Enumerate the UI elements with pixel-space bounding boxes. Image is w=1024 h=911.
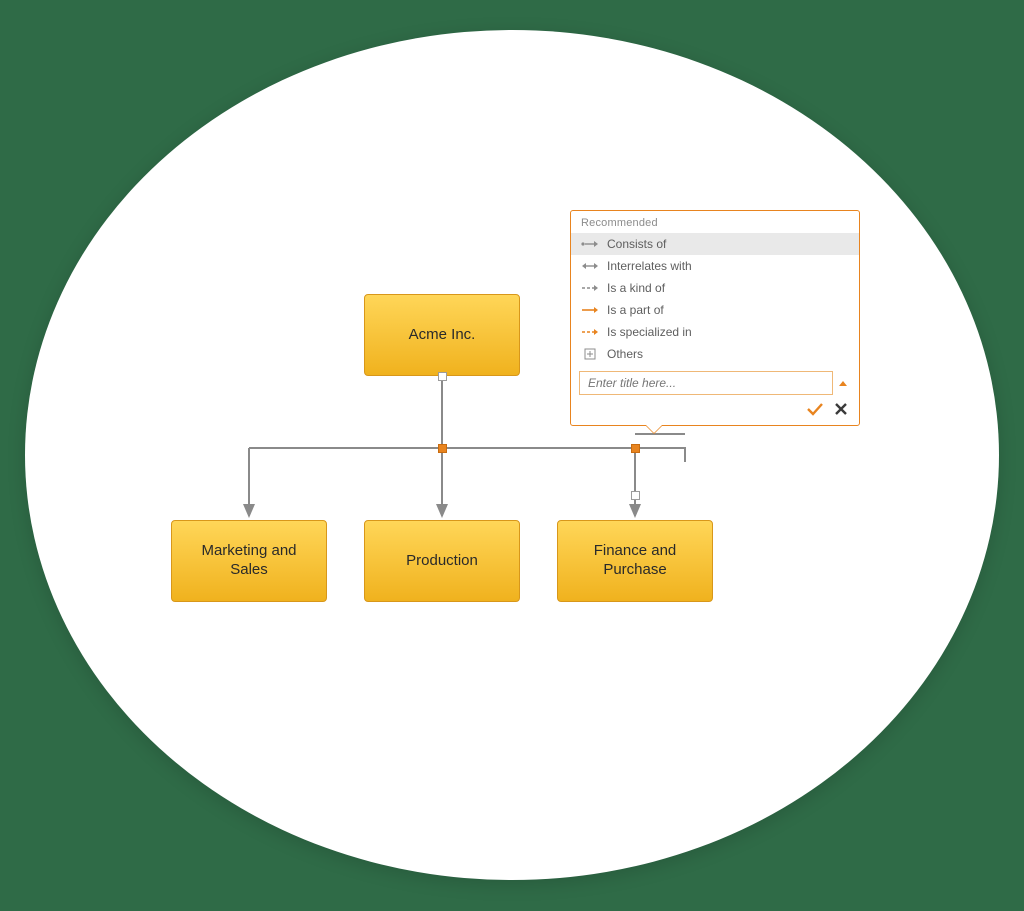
relationship-option[interactable]: Interrelates with [571,255,859,277]
relationship-title-input[interactable] [579,371,833,395]
arrow-dot-right-icon [581,238,599,250]
relationship-option[interactable]: Others [571,343,859,365]
popup-list: Consists of Interrelates with Is a kind of… [571,233,859,365]
edge-joint[interactable] [631,444,640,453]
stage: Acme Inc. Marketing and Sales Production… [25,30,999,880]
relationship-option-label: Is a part of [607,303,849,317]
popup-input-row [571,365,859,399]
confirm-button[interactable] [807,401,823,417]
edge-joint[interactable] [438,444,447,453]
plus-box-icon [581,348,599,360]
node-root[interactable]: Acme Inc. [364,294,520,376]
relationship-option-label: Consists of [607,237,849,251]
relationship-picker-popup: Recommended Consists of Interrelates with… [570,210,860,426]
diagram-canvas[interactable]: Acme Inc. Marketing and Sales Production… [25,30,999,880]
node-label: Acme Inc. [409,326,476,345]
arrow-dashed-right-icon [581,282,599,294]
relationship-option[interactable]: Is specialized in [571,321,859,343]
node-label: Finance and Purchase [568,542,702,580]
check-icon [807,402,823,416]
relationship-option-label: Interrelates with [607,259,849,273]
node-marketing-sales[interactable]: Marketing and Sales [171,520,327,602]
popup-tail [645,425,663,434]
close-icon [835,403,847,415]
popup-section-header: Recommended [571,211,859,233]
relationship-option-label: Is specialized in [607,325,849,339]
edges-layer [25,30,999,880]
relationship-option[interactable]: Is a kind of [571,277,859,299]
arrow-dashed-accent-icon [581,326,599,338]
arrow-solid-right-icon [581,304,599,316]
connection-handle[interactable] [631,491,640,500]
relationship-option-label: Is a kind of [607,281,849,295]
dropdown-caret-icon[interactable] [839,381,847,386]
connection-handle[interactable] [438,372,447,381]
node-label: Production [406,552,478,571]
relationship-option[interactable]: Is a part of [571,299,859,321]
node-finance-purchase[interactable]: Finance and Purchase [557,520,713,602]
relationship-option[interactable]: Consists of [571,233,859,255]
node-production[interactable]: Production [364,520,520,602]
node-label: Marketing and Sales [182,542,316,580]
arrow-double-icon [581,260,599,272]
popup-actions [571,399,859,425]
cancel-button[interactable] [833,401,849,417]
relationship-option-label: Others [607,347,849,361]
